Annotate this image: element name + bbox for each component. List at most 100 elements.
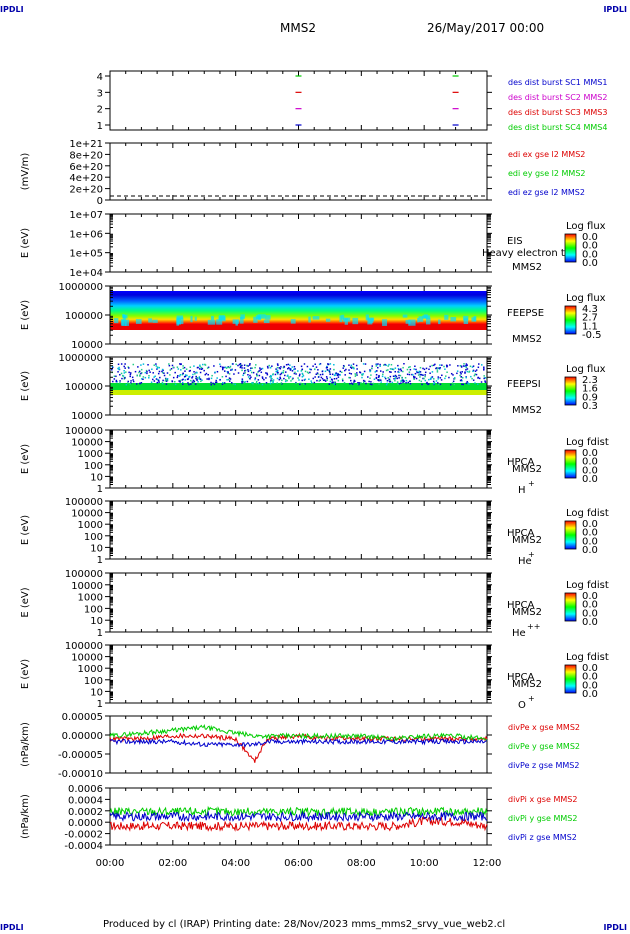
feepsi-pixel — [356, 383, 359, 385]
feepsi-pixel — [419, 366, 422, 369]
feepse-patch — [341, 314, 345, 320]
feepsi-pixel — [337, 373, 339, 375]
feepsi-pixel — [290, 380, 292, 382]
feepsi-pixel — [169, 369, 172, 371]
y-tick-label: 1000 — [78, 664, 103, 675]
feepsi-pixel — [219, 379, 221, 381]
date-title: 26/May/2017 00:00 — [427, 21, 545, 35]
colorbar-title: Log flux — [566, 364, 606, 375]
feepsi-pixel — [424, 374, 426, 376]
feepse-patch — [418, 316, 424, 322]
feepsi-pixel — [246, 380, 249, 383]
colorbar-tick-label: 4.3 — [582, 304, 598, 315]
y-tick-label: 4e+20 — [69, 173, 103, 184]
feepsi-pixel — [354, 375, 357, 377]
feepsi-pixel — [407, 366, 410, 369]
feepsi-pixel — [269, 380, 272, 383]
feepsi-pixel — [402, 378, 404, 381]
feepsi-pixel — [182, 367, 184, 370]
feepsi-pixel — [299, 373, 301, 376]
feepsi-pixel — [127, 380, 129, 383]
feepsi-pixel — [315, 366, 318, 368]
feepsi-pixel — [123, 378, 126, 380]
feepsi-pixel — [439, 367, 442, 369]
feepsi-pixel — [191, 376, 194, 378]
feepsi-pixel — [370, 374, 372, 376]
feepsi-pixel — [230, 369, 232, 371]
feepsi-pixel — [350, 373, 353, 375]
feepsi-pixel — [362, 373, 364, 375]
y-tick-label: 8e+20 — [69, 150, 103, 161]
feepsi-pixel — [138, 370, 141, 373]
feepsi-pixel — [241, 378, 244, 380]
feepsi-pixel — [287, 367, 289, 370]
feepsi-pixel — [279, 373, 282, 376]
legend-entry: des dist burst SC2 MMS2 — [508, 93, 607, 102]
footer-logo-right: IPDLI — [603, 923, 627, 932]
feepsi-pixel — [279, 377, 282, 380]
feepse-patch — [312, 316, 320, 320]
feepsi-pixel — [358, 382, 361, 384]
feepsi-pixel — [321, 370, 324, 373]
feepsi-pixel — [453, 377, 456, 379]
feepsi-pixel — [406, 368, 409, 371]
feepsi-pixel — [352, 363, 355, 365]
feepsi-pixel — [432, 380, 435, 383]
feepse-patch — [423, 314, 428, 319]
feepse-patch — [417, 318, 420, 323]
feepsi-pixel — [251, 367, 254, 369]
feepsi-pixel — [195, 371, 198, 374]
feepsi-pixel — [348, 369, 350, 371]
y-tick-label: 1e+05 — [69, 249, 103, 260]
colorbar-tick-label: 0.0 — [582, 474, 598, 485]
feepsi-pixel — [344, 369, 346, 372]
time-tick-label: 10:00 — [410, 858, 439, 869]
mission-title: MMS2 — [280, 21, 316, 35]
feepsi-pixel — [161, 370, 163, 373]
feepsi-pixel — [393, 375, 396, 378]
feepsi-pixel — [317, 373, 319, 375]
feepsi-pixel — [453, 383, 456, 386]
feepsi-pixel — [134, 370, 137, 373]
feepsi-pixel — [223, 370, 226, 372]
feepsi-pixel — [328, 370, 331, 372]
feepsi-pixel — [129, 375, 131, 378]
feepsi-pixel — [190, 383, 192, 385]
feepsi-pixel — [280, 366, 282, 368]
feepsi-pixel — [241, 382, 243, 384]
spacecraft-label: MMS2 — [512, 679, 542, 690]
legend-entry: divPe z gse MMS2 — [508, 761, 579, 770]
feepsi-pixel — [386, 382, 389, 385]
feepsi-pixel — [356, 372, 358, 374]
y-tick-label: 10 — [90, 616, 103, 627]
feepsi-pixel — [310, 382, 313, 384]
feepsi-pixel — [449, 383, 452, 386]
feepsi-pixel — [425, 367, 428, 370]
feepse-patch — [232, 319, 240, 324]
feepsi-pixel — [287, 363, 290, 366]
feepsi-pixel — [456, 372, 458, 375]
feepsi-pixel — [210, 383, 213, 386]
feepsi-pixel — [367, 376, 369, 378]
feepsi-pixel — [389, 368, 392, 370]
y-tick-label: 10 — [90, 543, 103, 554]
feepsi-pixel — [329, 373, 331, 376]
feepsi-pixel — [484, 381, 487, 383]
feepsi-pixel — [249, 363, 251, 365]
feepsi-pixel — [194, 373, 196, 375]
feepsi-pixel — [411, 373, 413, 376]
feepse-patch — [123, 314, 126, 321]
feepsi-pixel — [297, 370, 299, 372]
feepsi-pixel — [243, 372, 245, 375]
time-tick-label: 08:00 — [347, 858, 376, 869]
feepse-patch — [325, 318, 331, 322]
y-tick-label: 100 — [84, 461, 103, 472]
feepsi-pixel — [139, 375, 141, 377]
feepsi-pixel — [188, 383, 190, 386]
feepsi-pixel — [457, 365, 459, 367]
feepsi-pixel — [394, 378, 396, 380]
feepsi-pixel — [333, 383, 336, 385]
feepsi-pixel — [196, 377, 199, 379]
feepsi-pixel — [466, 364, 468, 366]
feepsi-pixel — [234, 383, 236, 386]
